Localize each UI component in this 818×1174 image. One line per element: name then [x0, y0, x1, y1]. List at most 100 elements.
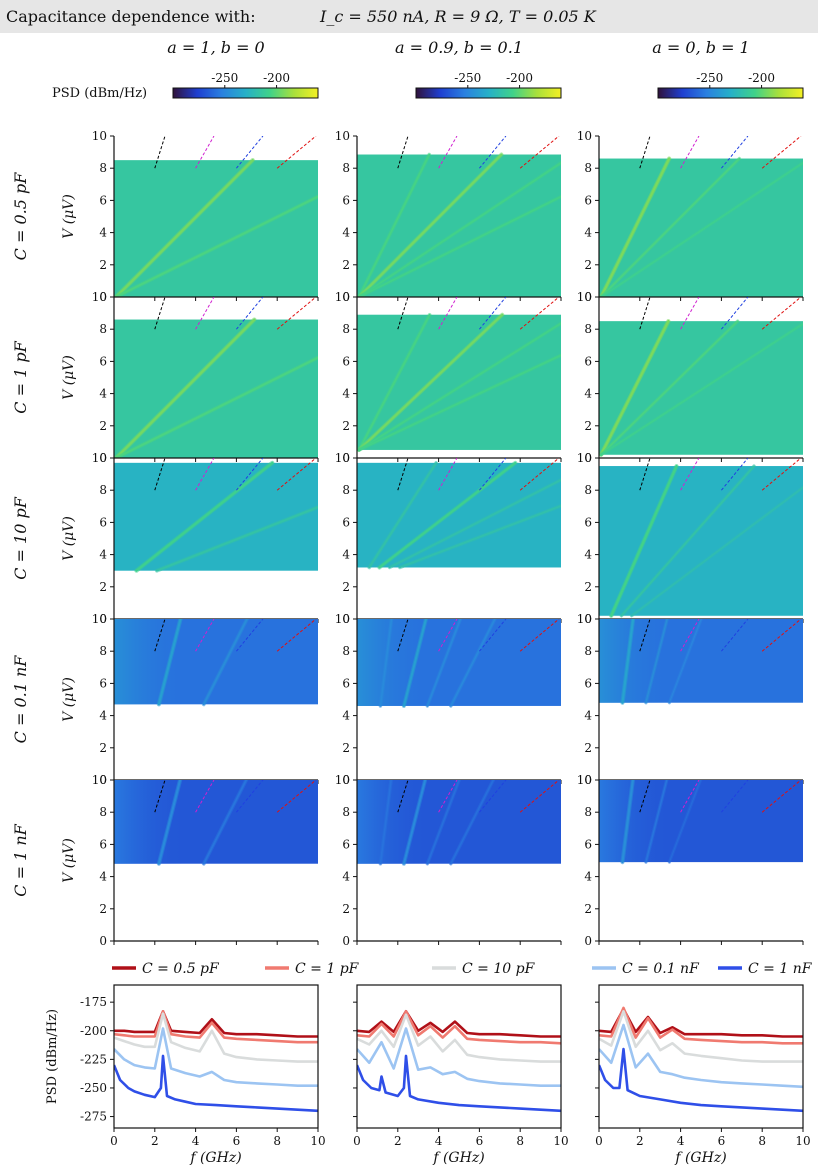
y-tick-label: 4 — [342, 226, 350, 240]
guide-line — [397, 619, 409, 652]
x-tick-label: 4 — [677, 1134, 685, 1148]
heatmap-background — [599, 466, 803, 616]
colorbar-tick-label: -250 — [454, 71, 481, 85]
heatmap-band — [426, 619, 462, 707]
y-tick-label: 4 — [99, 387, 107, 401]
y-tick-label: 0 — [99, 290, 107, 304]
guide-line — [721, 780, 749, 813]
y-tick-label: 0 — [99, 612, 107, 626]
y-tick-label: 10 — [335, 129, 350, 143]
guide-line — [761, 458, 802, 491]
y-tick-label: 4 — [99, 870, 107, 884]
heatmap-band — [358, 153, 503, 297]
legend-entry-0: C = 0.5 pF — [112, 961, 220, 977]
guide-line — [519, 780, 560, 813]
y-tick-label: 10 — [577, 612, 592, 626]
heatmap-panel-r1-c1: 0 2 4 6 8 10 — [335, 290, 562, 465]
row-label-0: C = 0.5 pF — [11, 172, 30, 261]
heatmap-band — [450, 619, 496, 707]
y-tick-label: 8 — [99, 805, 107, 819]
x-tick-label: 8 — [758, 1134, 766, 1148]
y-tick-label: 8 — [584, 644, 592, 658]
row-label-3: C = 0.1 nF — [11, 655, 30, 744]
y-tick-label: 4 — [342, 709, 350, 723]
heatmap-band — [379, 780, 392, 865]
x-tick-label: 0 — [595, 1134, 603, 1148]
heatmap-background — [114, 462, 318, 571]
line-panel-frame — [598, 984, 804, 1129]
guide-line — [479, 458, 507, 491]
guide-line — [680, 136, 700, 169]
heatmap-panel-r0-c1: 0 2 4 6 8 10 — [335, 129, 562, 304]
guide-line — [195, 780, 215, 813]
legend-label: C = 10 pF — [462, 961, 536, 977]
heatmap-band — [621, 780, 634, 864]
guide-line — [397, 780, 409, 813]
heatmap-band — [610, 464, 678, 617]
guide-line — [639, 136, 651, 169]
series-line — [599, 1047, 803, 1113]
y-tick-label: 8 — [584, 483, 592, 497]
y-tick-label: 0 — [342, 773, 350, 787]
y-tick-label: 6 — [342, 676, 350, 690]
y-tick-label: 2 — [342, 419, 350, 433]
heatmap-band — [620, 465, 755, 617]
series-line — [114, 1009, 318, 1044]
y-tick-label: 0 — [584, 934, 592, 948]
colorbar-gradient — [172, 87, 319, 99]
x-tick-label: 2 — [394, 1134, 402, 1148]
heatmap-edge-shade — [114, 619, 318, 705]
colorbar-2: -250 -200 — [657, 71, 804, 99]
x-tick-label: 6 — [476, 1134, 484, 1148]
x-tick-label: 10 — [795, 1134, 810, 1148]
guide-line — [195, 458, 215, 491]
y-tick-label: 0 — [342, 290, 350, 304]
y-tick-label: 2 — [99, 580, 107, 594]
heatmap-band — [402, 780, 427, 865]
y-tick-label: 10 — [335, 290, 350, 304]
y-tick-label: -175 — [80, 995, 107, 1009]
guide-line — [761, 619, 802, 652]
heatmap-background — [357, 154, 561, 297]
y-tick-label: 8 — [342, 805, 350, 819]
guide-line — [276, 458, 317, 491]
header-params: I_c = 550 nA, R = 9 Ω, T = 0.05 K — [320, 7, 596, 26]
x-axis-label: f (GHz) — [674, 1150, 726, 1166]
guide-line — [519, 619, 560, 652]
heatmap-panel-r4-c0: 0 2 4 6 8 10 — [92, 773, 319, 948]
y-tick-label: 8 — [99, 322, 107, 336]
y-tick-label: 2 — [99, 258, 107, 272]
guide-line — [236, 780, 264, 813]
y-tick-label: 6 — [99, 515, 107, 529]
y-axis-label: V (μV) — [61, 838, 77, 883]
x-tick-label: 2 — [151, 1134, 159, 1148]
legend-label: C = 0.5 pF — [142, 961, 220, 977]
x-tick-label: 10 — [553, 1134, 568, 1148]
heatmap-band — [155, 506, 318, 572]
guide-line — [236, 297, 264, 330]
legend-entry-4: C = 1 nF — [718, 961, 813, 977]
y-tick-label: 4 — [584, 870, 592, 884]
heatmap-band — [668, 780, 702, 863]
guide-line — [438, 297, 458, 330]
heatmap-band — [358, 313, 504, 451]
heatmap-band — [115, 195, 318, 297]
heatmap-band — [599, 320, 670, 456]
y-tick-label: 6 — [99, 837, 107, 851]
x-tick-label: 0 — [353, 1134, 361, 1148]
series-line — [599, 1009, 803, 1063]
heatmap-band — [378, 461, 517, 569]
y-tick-label: 2 — [584, 419, 592, 433]
series-line — [114, 1009, 318, 1038]
heatmap-panel-r0-c2: 0 2 4 6 8 10 — [577, 129, 804, 304]
colorbar-1: -250 -200 — [415, 71, 562, 99]
series-line — [357, 1027, 561, 1087]
heatmap-band — [358, 322, 561, 451]
y-tick-label: 6 — [99, 676, 107, 690]
y-tick-label: 2 — [342, 741, 350, 755]
heatmap-band — [600, 323, 803, 456]
y-tick-label: 8 — [99, 161, 107, 175]
guide-line — [680, 780, 700, 813]
y-tick-label: 4 — [99, 226, 107, 240]
